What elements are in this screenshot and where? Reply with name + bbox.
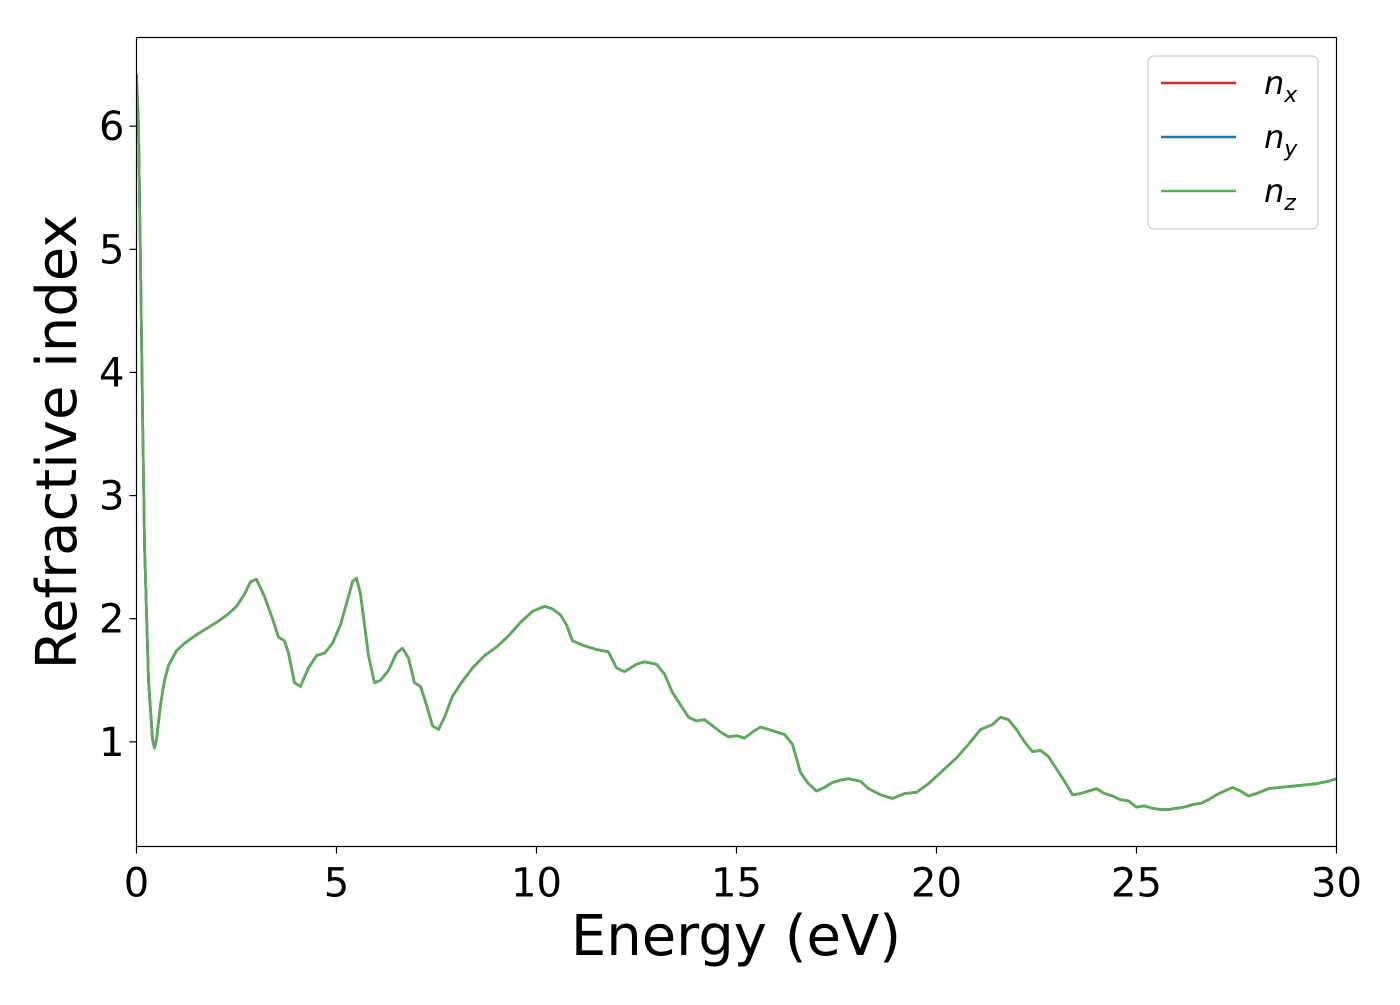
legend-label-base: n [1264, 118, 1284, 156]
series-layer [136, 73, 1337, 811]
legend-label: nx [1264, 64, 1298, 108]
y-tick-label: 6 [99, 104, 124, 150]
series-line-3 [136, 73, 1337, 811]
y-tick-label: 4 [99, 350, 124, 396]
legend-box [1147, 55, 1319, 230]
x-tick-label: 10 [511, 861, 562, 907]
y-axis-title: Refractive index [25, 215, 90, 670]
legend-label: ny [1264, 118, 1298, 162]
legend-label-base: n [1264, 64, 1284, 102]
legend-label-subscript: z [1283, 191, 1296, 216]
plot-area [135, 36, 1338, 848]
x-tick-label: 5 [324, 861, 349, 907]
y-tick-label: 5 [99, 227, 124, 273]
legend-label-subscript: x [1283, 83, 1298, 108]
y-axis-ticks: 1 2 3 4 5 6 [99, 104, 137, 766]
legend-label-base: n [1264, 172, 1284, 210]
x-tick-label: 0 [124, 861, 149, 907]
x-tick-label: 30 [1311, 861, 1362, 907]
legend-label: nz [1264, 172, 1296, 216]
x-axis-title: Energy (eV) [571, 904, 901, 969]
legend-label-subscript: y [1283, 137, 1298, 162]
y-tick-label: 2 [99, 597, 124, 643]
x-tick-label: 20 [911, 861, 962, 907]
x-axis-ticks: 0 5 10 15 20 25 30 [124, 846, 1362, 907]
x-tick-label: 15 [711, 861, 762, 907]
y-tick-label: 1 [99, 720, 124, 766]
y-tick-label: 3 [99, 474, 124, 520]
x-tick-label: 25 [1111, 861, 1162, 907]
